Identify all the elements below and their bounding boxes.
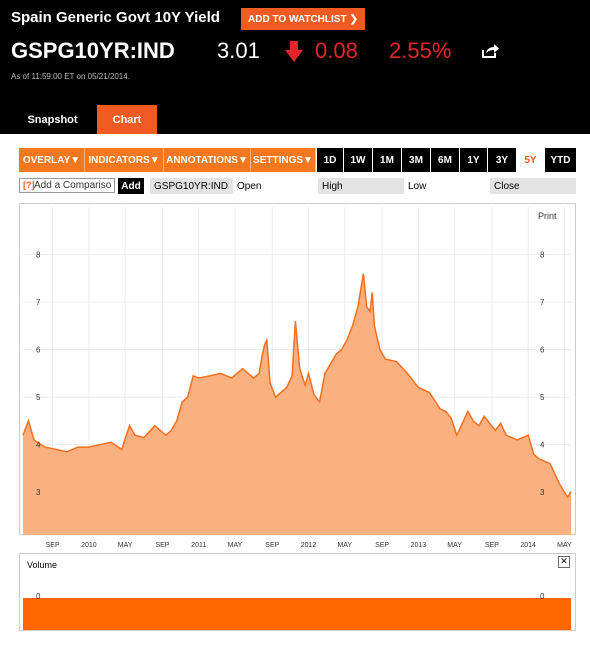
arrow-down-icon [285,41,303,62]
range-6m[interactable]: 6M [431,148,459,172]
x-tick-label: SEP [155,542,169,549]
yield-line [22,273,572,499]
y-tick-label-right: 3 [540,488,545,497]
add-compare-button[interactable]: Add [118,178,144,194]
indicators-menu[interactable]: INDICATORS ▼ [85,148,164,172]
indicators-label: INDICATORS [88,154,150,166]
legend-symbol: GSPG10YR:IND [150,178,233,194]
compare-placeholder: Add a Compariso [34,180,112,191]
share-icon[interactable] [481,43,499,59]
y-tick-label-left: 7 [36,298,41,307]
y-tick-label-left: 6 [36,346,41,355]
yield-area [23,273,571,535]
tab-chart[interactable]: Chart [97,105,157,134]
y-tick-label-right: 8 [540,251,545,260]
add-to-watchlist-button[interactable]: ADD TO WATCHLIST ❯ [241,8,365,30]
x-tick-label: MAY [557,542,572,549]
as-of-timestamp: As of 11:59:00 ET on 05/21/2014. [11,72,130,81]
x-tick-label: SEP [46,542,60,549]
range-5y[interactable]: 5Y [517,148,544,172]
y-tick-label-right: 6 [540,346,545,355]
x-tick-label: MAY [118,542,133,549]
print-label: Print [538,211,557,221]
chevron-right-icon: ❯ [349,13,358,25]
close-volume-icon[interactable]: ✕ [558,556,570,568]
range-1w[interactable]: 1W [344,148,372,172]
overlay-menu[interactable]: OVERLAY ▼ [19,148,85,172]
legend-close: Close [490,178,576,194]
watchlist-label: ADD TO WATCHLIST [248,13,347,25]
volume-panel [19,553,576,631]
annotations-label: ANNOTATIONS [166,154,238,166]
y-tick-label-right: 7 [540,298,545,307]
price-chart[interactable]: 3 3 4 4 5 5 6 6 7 7 8 8 Print SEP 2010 MAY SEP 2011 MAY SEP… [19,203,576,549]
legend-high: High [318,178,404,194]
x-tick-label: SEP [485,542,499,549]
x-tick-label: MAY [337,542,352,549]
range-1y[interactable]: 1Y [460,148,487,172]
range-3y[interactable]: 3Y [488,148,516,172]
volume-tick-right: 0 [540,592,545,601]
quote-header: Spain Generic Govt 10Y Yield ADD TO WATC… [0,0,590,134]
page-title: Spain Generic Govt 10Y Yield [11,9,220,26]
annotations-menu[interactable]: ANNOTATIONS ▼ [164,148,251,172]
chart-toolbar: OVERLAY ▼ INDICATORS ▼ ANNOTATIONS ▼ SETTIN… [19,148,576,172]
y-tick-label-right: 5 [540,393,545,402]
y-tick-label-left: 3 [36,488,41,497]
range-1m[interactable]: 1M [373,148,401,172]
volume-bars [23,598,571,630]
y-tick-label-left: 5 [36,393,41,402]
x-tick-label: 2012 [301,542,317,549]
volume-label: Volume [27,560,58,570]
x-tick-label: 2010 [81,542,97,549]
settings-label: SETTINGS [253,154,304,166]
x-tick-label: 2014 [520,542,536,549]
y-tick-label-left: 4 [36,441,41,450]
tab-snapshot[interactable]: Snapshot [11,105,94,134]
legend-open: Open [237,180,262,192]
price-change: 0.08 [315,38,358,63]
y-tick-label-right: 4 [540,441,545,450]
settings-menu[interactable]: SETTINGS ▼ [251,148,316,172]
help-icon[interactable]: [?] [23,180,35,190]
x-tick-label: SEP [265,542,279,549]
range-ytd[interactable]: YTD [545,148,576,172]
range-3m[interactable]: 3M [402,148,430,172]
legend-low: Low [408,180,427,192]
last-price: 3.01 [217,38,260,63]
x-tick-label: MAY [228,542,243,549]
price-change-percent: 2.55% [389,38,452,63]
compare-row: [?] Add a Compariso Add GSPG10YR:IND Ope… [19,178,576,195]
compare-input[interactable]: [?] Add a Compariso [19,178,115,193]
y-tick-label-left: 8 [36,251,41,260]
x-tick-label: SEP [375,542,389,549]
volume-tick-left: 0 [36,592,41,601]
x-tick-label: MAY [447,542,462,549]
range-1d[interactable]: 1D [317,148,343,172]
x-tick-label: 2013 [411,542,427,549]
ticker-symbol: GSPG10YR:IND [11,38,175,63]
overlay-label: OVERLAY [22,154,71,166]
x-tick-label: 2011 [191,542,206,549]
